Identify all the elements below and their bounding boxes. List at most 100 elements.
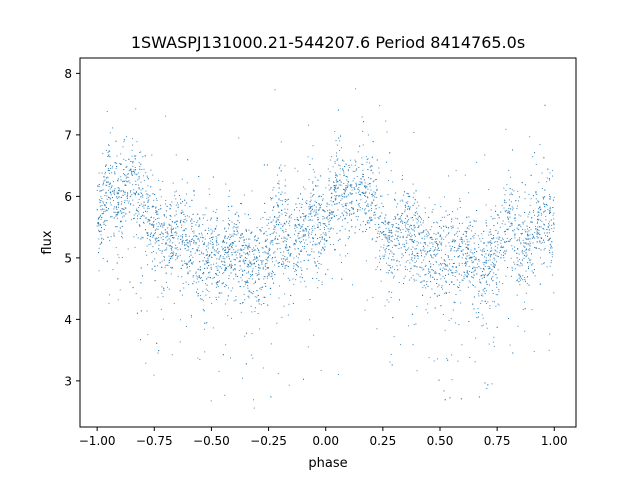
data-point [322,215,324,217]
data-point [177,226,179,228]
data-point [243,239,245,241]
data-point [244,247,246,249]
data-point [98,270,100,272]
data-point [126,192,128,194]
data-point [483,268,485,270]
data-point [170,224,172,226]
data-point [412,274,414,276]
data-point [146,254,148,256]
data-point [263,275,265,277]
data-point [189,240,191,242]
data-point [373,199,375,201]
data-point [284,223,286,225]
data-point [489,259,491,261]
data-point [185,281,187,283]
data-point [452,240,454,242]
data-point [465,263,467,265]
data-point [157,225,159,227]
data-point [250,305,252,307]
data-point [435,241,437,243]
data-point [216,267,218,269]
data-point [550,196,552,198]
data-point [197,247,199,249]
data-point [109,198,111,200]
data-point [376,204,378,206]
data-point [274,238,276,240]
data-point [488,234,490,236]
data-point [490,244,492,246]
data-point [227,254,229,256]
data-point [275,260,277,262]
data-point [313,225,315,227]
data-point [108,144,110,146]
data-point [239,265,241,267]
data-point [148,199,150,201]
data-point [283,237,285,239]
data-point [191,238,193,240]
data-point [405,230,407,232]
data-point [215,286,217,288]
data-point [120,163,122,165]
data-point [116,198,118,200]
data-point [201,236,203,238]
data-point [379,250,381,252]
data-point [241,255,243,257]
chart-title: 1SWASPJ131000.21-544207.6 Period 8414765… [131,33,525,52]
data-point [183,230,185,232]
data-point [189,206,191,208]
data-point [433,249,435,251]
data-point [391,236,393,238]
data-point [182,236,183,238]
data-point [181,241,183,243]
data-point [374,193,376,195]
data-point [476,251,478,253]
data-point [398,261,400,263]
data-point [336,232,338,234]
data-point [218,281,220,283]
data-point [313,257,315,259]
data-point [202,224,204,226]
data-point [140,215,142,217]
data-point [282,230,284,232]
data-point [533,351,535,353]
data-point [211,238,213,240]
data-point [228,258,230,260]
data-point [472,261,474,263]
data-point [166,205,168,207]
data-point [518,278,520,280]
data-point [442,313,444,315]
data-point [98,229,99,231]
data-point [447,214,449,216]
data-point [198,245,200,247]
data-point [258,299,260,301]
data-point [304,234,306,236]
data-point [537,219,539,221]
data-point [217,286,219,288]
data-point [393,218,395,220]
data-point [146,193,148,195]
data-point [235,245,237,247]
data-point [104,176,106,178]
data-point [460,246,462,248]
data-point [355,169,357,171]
data-point [457,218,459,220]
data-point [209,219,211,221]
data-point [454,234,456,236]
data-point [425,273,427,275]
data-point [543,211,545,213]
data-point [280,227,282,229]
data-point [492,238,494,240]
data-point [216,248,218,250]
data-point [356,199,358,201]
data-point [541,237,543,239]
data-point [389,152,391,154]
data-point [492,276,494,278]
data-point [185,227,187,229]
data-point [254,235,256,237]
data-point [118,230,120,232]
data-point [377,230,379,232]
data-point [173,302,175,304]
data-point [468,228,470,230]
data-point [239,237,241,239]
